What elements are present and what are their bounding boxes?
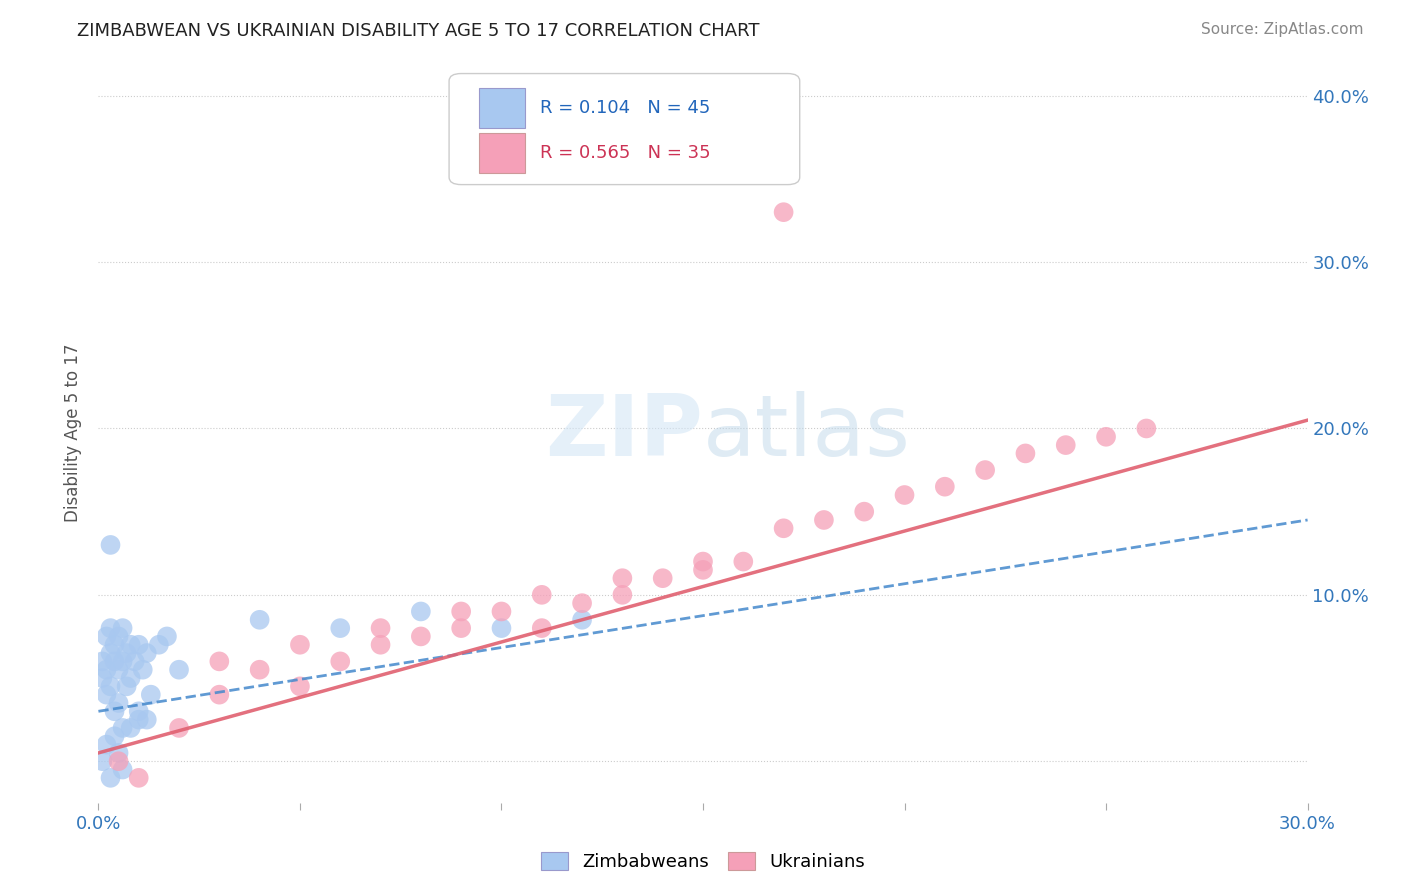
Text: Source: ZipAtlas.com: Source: ZipAtlas.com bbox=[1201, 22, 1364, 37]
Point bbox=[115, 646, 138, 660]
Point bbox=[167, 663, 190, 677]
Point bbox=[530, 588, 553, 602]
Point bbox=[249, 613, 271, 627]
Point bbox=[100, 771, 122, 785]
Point bbox=[813, 513, 835, 527]
Point bbox=[974, 463, 997, 477]
Point bbox=[491, 621, 513, 635]
Point bbox=[107, 663, 129, 677]
Point bbox=[409, 629, 432, 643]
Point bbox=[96, 663, 118, 677]
Point bbox=[1095, 430, 1118, 444]
Point bbox=[107, 696, 129, 710]
Point bbox=[139, 688, 162, 702]
Point bbox=[329, 654, 352, 668]
Point bbox=[115, 679, 138, 693]
Point bbox=[103, 638, 125, 652]
Point bbox=[135, 713, 157, 727]
Point bbox=[530, 621, 553, 635]
Point bbox=[91, 654, 114, 668]
Point bbox=[450, 605, 472, 619]
Legend: Zimbabweans, Ukrainians: Zimbabweans, Ukrainians bbox=[534, 845, 872, 879]
Point bbox=[91, 754, 114, 768]
Point bbox=[135, 646, 157, 660]
Point bbox=[450, 621, 472, 635]
Point bbox=[148, 638, 170, 652]
Point bbox=[132, 663, 155, 677]
Point bbox=[329, 621, 352, 635]
Point bbox=[1054, 438, 1077, 452]
FancyBboxPatch shape bbox=[449, 73, 800, 185]
Bar bbox=[479, 133, 526, 173]
Point bbox=[853, 505, 876, 519]
Point bbox=[249, 663, 271, 677]
Point bbox=[772, 205, 794, 219]
Point bbox=[409, 605, 432, 619]
Text: atlas: atlas bbox=[703, 391, 911, 475]
Text: R = 0.104   N = 45: R = 0.104 N = 45 bbox=[540, 99, 710, 117]
Bar bbox=[479, 87, 526, 128]
Point bbox=[370, 621, 392, 635]
Point bbox=[893, 488, 915, 502]
Point bbox=[208, 654, 231, 668]
Point bbox=[107, 629, 129, 643]
Point bbox=[692, 555, 714, 569]
Point bbox=[1014, 446, 1036, 460]
Point bbox=[612, 571, 634, 585]
Point bbox=[103, 704, 125, 718]
Point bbox=[111, 621, 134, 635]
Point bbox=[128, 771, 150, 785]
Point bbox=[96, 629, 118, 643]
Point bbox=[107, 754, 129, 768]
Point bbox=[1135, 421, 1157, 435]
Point bbox=[288, 638, 311, 652]
Point bbox=[103, 729, 125, 743]
Point bbox=[124, 654, 146, 668]
Point bbox=[111, 721, 134, 735]
Point bbox=[934, 480, 956, 494]
Point bbox=[100, 621, 122, 635]
Point bbox=[91, 671, 114, 685]
Point bbox=[96, 738, 118, 752]
Point bbox=[571, 613, 593, 627]
Point bbox=[288, 679, 311, 693]
Point bbox=[128, 638, 150, 652]
Point bbox=[612, 588, 634, 602]
Point bbox=[103, 654, 125, 668]
Point bbox=[120, 638, 142, 652]
Point bbox=[772, 521, 794, 535]
Point bbox=[107, 746, 129, 760]
Point bbox=[100, 646, 122, 660]
Point bbox=[167, 721, 190, 735]
Point bbox=[571, 596, 593, 610]
Point bbox=[370, 638, 392, 652]
Point bbox=[100, 679, 122, 693]
Point bbox=[692, 563, 714, 577]
Point bbox=[96, 688, 118, 702]
Point bbox=[111, 763, 134, 777]
Text: R = 0.565   N = 35: R = 0.565 N = 35 bbox=[540, 145, 710, 162]
Point bbox=[120, 671, 142, 685]
Point bbox=[208, 688, 231, 702]
Text: ZIP: ZIP bbox=[546, 391, 703, 475]
Point bbox=[156, 629, 179, 643]
Text: ZIMBABWEAN VS UKRAINIAN DISABILITY AGE 5 TO 17 CORRELATION CHART: ZIMBABWEAN VS UKRAINIAN DISABILITY AGE 5… bbox=[77, 22, 759, 40]
Point bbox=[120, 721, 142, 735]
Y-axis label: Disability Age 5 to 17: Disability Age 5 to 17 bbox=[65, 343, 83, 522]
Point bbox=[651, 571, 673, 585]
Point bbox=[491, 605, 513, 619]
Point bbox=[128, 704, 150, 718]
Point bbox=[128, 713, 150, 727]
Point bbox=[111, 654, 134, 668]
Point bbox=[100, 538, 122, 552]
Point bbox=[733, 555, 755, 569]
